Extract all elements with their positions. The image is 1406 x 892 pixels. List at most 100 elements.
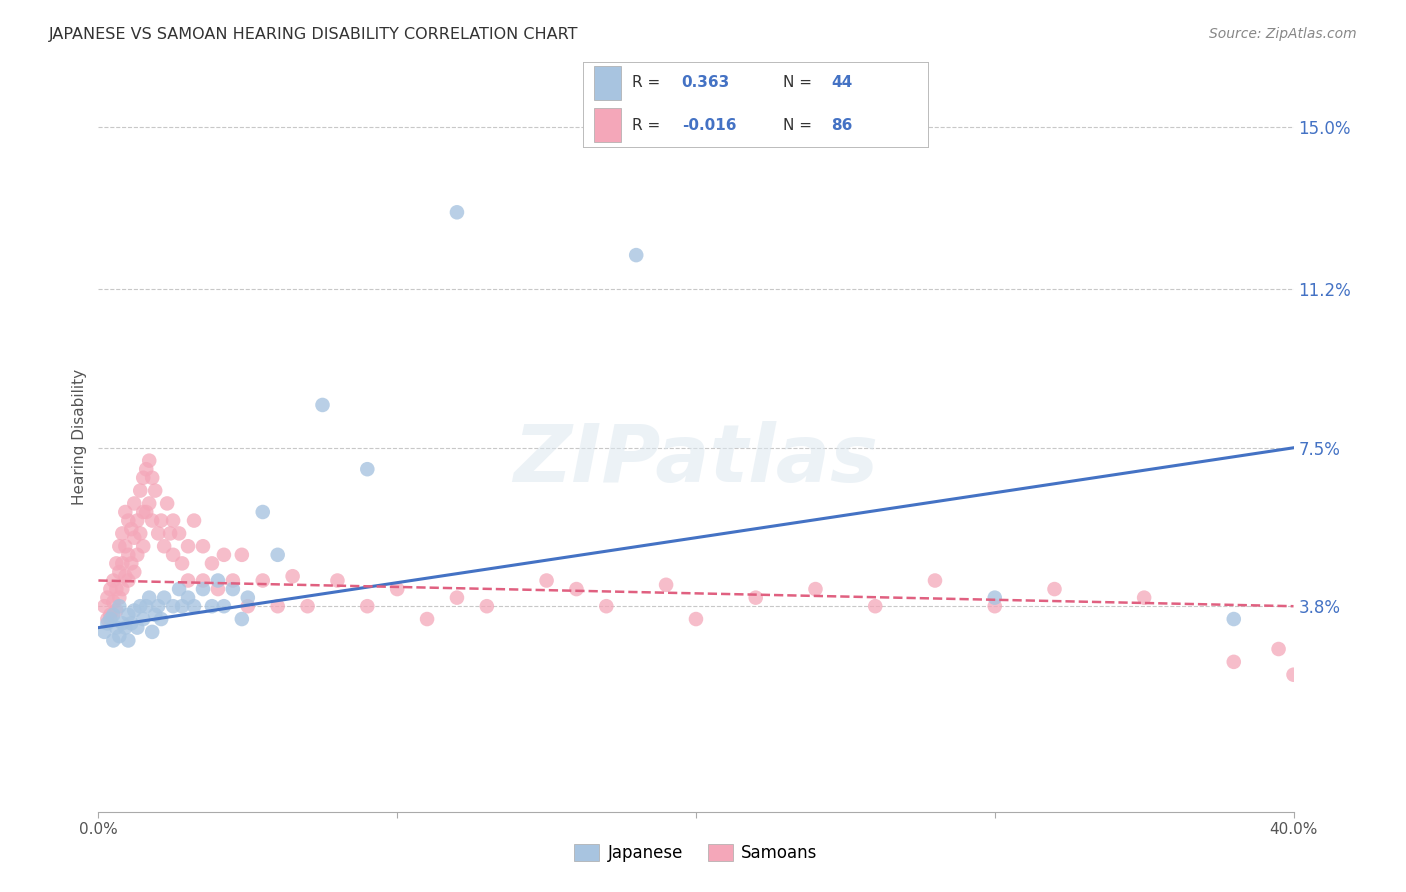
Point: [111, 526, 134, 541]
Point: [172, 599, 194, 614]
Point: [172, 557, 194, 571]
Point: [804, 582, 827, 596]
Point: [129, 526, 152, 541]
Point: [129, 599, 152, 614]
Point: [212, 599, 235, 614]
Point: [103, 595, 125, 609]
Point: [105, 582, 128, 596]
Point: [132, 539, 155, 553]
Point: [120, 557, 142, 571]
Point: [124, 603, 146, 617]
Point: [231, 612, 253, 626]
Point: [98, 612, 122, 626]
Point: [120, 616, 142, 631]
Text: R =: R =: [631, 75, 665, 90]
Point: [120, 522, 142, 536]
Point: [267, 599, 290, 614]
Point: [138, 496, 160, 510]
Point: [103, 633, 125, 648]
Text: R =: R =: [631, 118, 665, 133]
Point: [1133, 591, 1156, 605]
Point: [183, 514, 205, 528]
Point: [191, 574, 214, 588]
Point: [1223, 612, 1246, 626]
Point: [141, 514, 163, 528]
Text: ZIPatlas: ZIPatlas: [513, 420, 879, 499]
Point: [96, 612, 118, 626]
Point: [143, 483, 166, 498]
Point: [236, 591, 259, 605]
Point: [114, 621, 136, 635]
Point: [865, 599, 887, 614]
Point: [212, 548, 235, 562]
Point: [96, 616, 118, 631]
Point: [108, 565, 131, 579]
Point: [207, 582, 229, 596]
Point: [105, 621, 128, 635]
Point: [96, 591, 118, 605]
Point: [177, 539, 200, 553]
Point: [565, 582, 588, 596]
Point: [536, 574, 558, 588]
Point: [446, 205, 468, 219]
Point: [98, 582, 122, 596]
Point: [183, 599, 205, 614]
Point: [356, 599, 378, 614]
Point: [159, 526, 181, 541]
Point: [153, 539, 176, 553]
Point: [117, 633, 139, 648]
Text: 86: 86: [831, 118, 853, 133]
Point: [150, 514, 173, 528]
Point: [127, 548, 149, 562]
Point: [141, 624, 163, 639]
Point: [156, 496, 179, 510]
Point: [416, 612, 439, 626]
Point: [93, 599, 115, 614]
Point: [984, 591, 1007, 605]
Point: [297, 599, 319, 614]
Point: [124, 531, 146, 545]
Point: [108, 539, 131, 553]
Text: N =: N =: [783, 118, 817, 133]
Point: [267, 548, 290, 562]
Bar: [593, 108, 621, 142]
Point: [167, 582, 190, 596]
Point: [311, 398, 333, 412]
Point: [685, 612, 707, 626]
Point: [132, 612, 155, 626]
Point: [191, 539, 214, 553]
Point: [117, 574, 139, 588]
Text: 44: 44: [831, 75, 853, 90]
Point: [135, 505, 157, 519]
Point: [1043, 582, 1066, 596]
Text: N =: N =: [783, 75, 817, 90]
Point: [222, 574, 245, 588]
Point: [117, 607, 139, 622]
Point: [177, 591, 200, 605]
Text: -0.016: -0.016: [682, 118, 737, 133]
Point: [98, 607, 122, 622]
Point: [1223, 655, 1246, 669]
Point: [167, 526, 190, 541]
Point: [207, 574, 229, 588]
Point: [114, 505, 136, 519]
Point: [626, 248, 648, 262]
Point: [162, 514, 184, 528]
Point: [475, 599, 498, 614]
Point: [1267, 642, 1289, 657]
Point: [162, 548, 184, 562]
Point: [108, 629, 131, 643]
Point: [595, 599, 617, 614]
Point: [93, 624, 115, 639]
Point: [148, 526, 170, 541]
Point: [111, 582, 134, 596]
Point: [124, 496, 146, 510]
Point: [446, 591, 468, 605]
Point: [148, 599, 170, 614]
Point: [924, 574, 946, 588]
Point: [231, 548, 253, 562]
Point: [129, 483, 152, 498]
Point: [114, 569, 136, 583]
Text: 0.363: 0.363: [682, 75, 730, 90]
Point: [984, 599, 1007, 614]
